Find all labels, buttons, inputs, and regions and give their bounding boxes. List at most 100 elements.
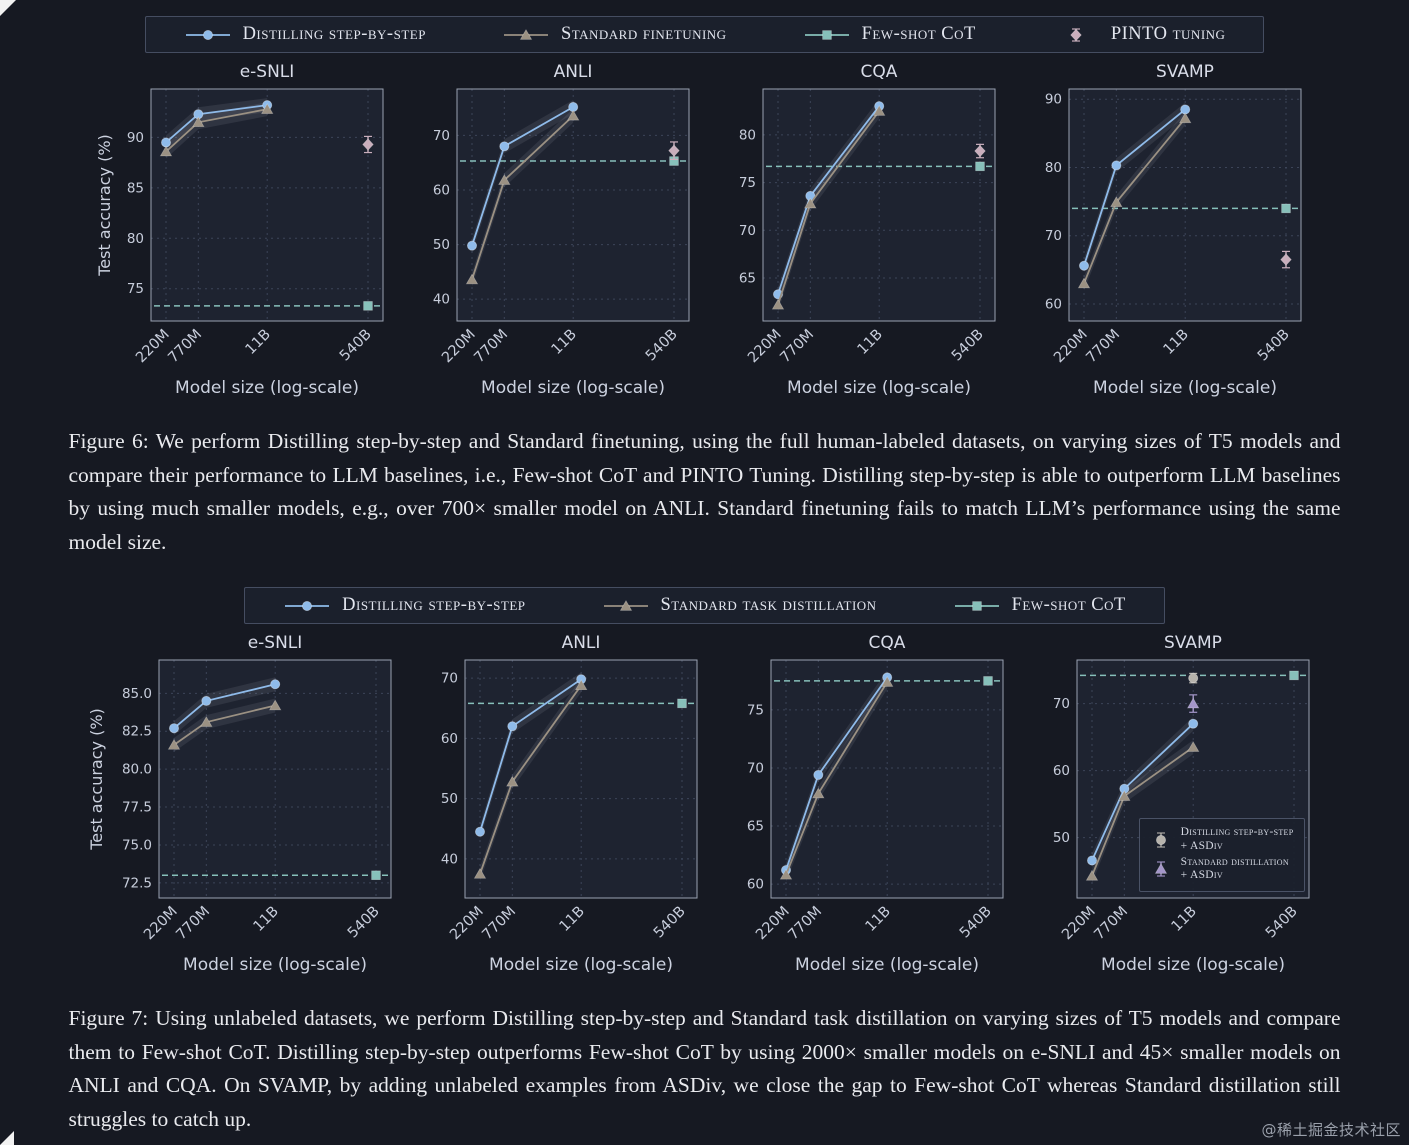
x-axis-label: Model size (log-scale) (489, 955, 673, 975)
inner-legend-label: Distilling step-by-step + ASDiv (1180, 825, 1294, 852)
x-axis-label: Model size (log-scale) (787, 378, 971, 398)
y-tick-label: 75 (746, 703, 763, 719)
chart-title: CQA (868, 633, 905, 653)
data-point-standard-task-distillation (1186, 741, 1199, 753)
legend-label: Few-shot CoT (861, 24, 976, 44)
pinto-tuning-marker-icon (1070, 27, 1082, 42)
y-tick-label: 80.0 (121, 762, 151, 778)
x-tick-label: 770M (785, 904, 825, 944)
data-point-few-shot-cot (362, 301, 373, 311)
x-tick-label: 220M (1059, 904, 1099, 944)
x-tick-label: 770M (471, 327, 511, 367)
chart-title: SVAMP (1156, 62, 1214, 82)
x-tick-label: 11B (1160, 327, 1191, 358)
inner-legend-asdiv: Distilling step-by-step + ASDiv Standard d… (1138, 817, 1305, 893)
y-axis-label: Test accuracy (%) (87, 708, 106, 851)
chart-cqa-figure6: CQA 65 70 75 80 220M 770M 11B 540B Model size (lo… (729, 61, 1009, 409)
data-point-standard-task-distillation (167, 739, 180, 750)
figure7-block: Distilling step-by-step Standard task dis… (0, 587, 1409, 1136)
inner-legend-label: Standard distillation + ASDiv (1180, 855, 1289, 882)
x-axis-label: Model size (log-scale) (795, 955, 979, 975)
x-tick-label: 770M (165, 327, 205, 367)
data-point-standard-finetuning (1109, 196, 1123, 208)
legend-item-standard-task-distillation: Standard task distillation (602, 595, 877, 616)
y-tick-label: 65 (746, 819, 763, 835)
legend-label: Distilling step-by-step (342, 595, 526, 616)
chart-title: e-SNLI (247, 633, 302, 653)
data-point-distilling-step-by-step (474, 826, 485, 837)
chart-anli-figure6: ANLI 40 50 60 70 220M 770M 11B 540B Model size (l… (423, 61, 703, 409)
x-tick-label: 770M (1091, 904, 1131, 944)
legend-label: Standard task distillation (660, 595, 877, 616)
y-tick-label: 80 (738, 127, 755, 143)
y-tick-label: 40 (440, 851, 457, 867)
legend-item-pinto-tuning: PINTO tuning (1052, 24, 1226, 45)
data-point-standard-finetuning (566, 109, 579, 121)
x-tick-label: 540B (642, 327, 680, 365)
y-tick-label: 40 (432, 292, 449, 308)
data-point-pinto-tuning (667, 144, 680, 157)
y-tick-label: 80 (126, 231, 143, 247)
chart-title: CQA (860, 62, 897, 82)
chart-cqa-figure7: CQA 60 65 70 75 220M 770M 11B 540B Model size (lo… (737, 632, 1017, 986)
chart-e-snli-figure6: e-SNLI 75 80 85 90 220M 770M 11B 540B Model size … (95, 61, 397, 409)
x-tick-label: 540B (1254, 327, 1292, 365)
chart-anli-figure7: ANLI 40 50 60 70 220M 770M 11B 540B Model size (l… (431, 632, 711, 986)
x-tick-label: 770M (1083, 327, 1123, 367)
inner-legend-item-distilling-step-by-step: Distilling step-by-step + ASDiv (1148, 826, 1294, 854)
chart-title: ANLI (553, 62, 592, 82)
data-point-distilling-step-by-step (200, 696, 211, 707)
y-tick-label: 60 (1044, 296, 1061, 312)
x-tick-label: 540B (650, 904, 688, 942)
data-point-standard-finetuning (1077, 277, 1090, 289)
x-tick-label: 770M (173, 904, 213, 944)
y-tick-label: 85.0 (121, 686, 151, 702)
x-tick-label: 770M (479, 904, 519, 944)
y-tick-label: 70 (432, 128, 449, 144)
data-point-distilling-step-by-step (506, 721, 517, 732)
chart-title: e-SNLI (239, 62, 294, 82)
data-point-standard-finetuning (497, 174, 511, 185)
chart-svamp-figure6: SVAMP 60 70 80 90 220M 770M 11B 540B Model size (… (1035, 61, 1315, 409)
x-tick-label: 220M (133, 327, 173, 367)
data-point-standard-task-distillation (574, 679, 587, 691)
chart-e-snli-figure7: e-SNLI 72.5 75.0 77.5 80.0 82.5 85.0 220M 770M 11… (87, 632, 405, 986)
y-tick-label: 85 (126, 180, 143, 196)
legend-label: Standard finetuning (560, 24, 727, 44)
few-shot-cot-marker-icon (804, 29, 849, 40)
chart-svamp-figure7: SVAMP 50 60 70 220M 770M 11B 540B Model size (lo… (1043, 632, 1323, 986)
standard-finetuning-marker-icon (503, 28, 548, 40)
y-axis-label: Test accuracy (%) (95, 134, 114, 277)
data-point-standard-task-distillation (473, 868, 486, 879)
corner-fold-decoration (0, 0, 16, 16)
x-axis-label: Model size (log-scale) (175, 378, 359, 398)
y-tick-label: 75.0 (121, 838, 151, 854)
data-point-few-shot-cot (974, 161, 985, 172)
chart-title: ANLI (561, 633, 600, 653)
y-tick-label: 60 (440, 731, 457, 747)
data-point-standard-finetuning (1178, 112, 1191, 124)
data-point-few-shot-cot (982, 676, 993, 686)
y-tick-label: 50 (432, 237, 449, 253)
y-tick-label: 70 (1052, 696, 1069, 712)
data-point-standard-finetuning (771, 298, 784, 310)
x-tick-label: 11B (242, 327, 273, 358)
x-tick-label: 11B (854, 327, 885, 358)
legend-item-few-shot-cot: Few-shot CoT (803, 24, 976, 45)
standard-task-distillation-marker-icon (603, 599, 648, 611)
x-tick-label: 540B (344, 904, 382, 942)
y-tick-label: 82.5 (121, 724, 151, 740)
x-tick-label: 220M (439, 327, 479, 367)
y-tick-label: 90 (126, 130, 143, 146)
data-point-distilling-step-by-step (269, 679, 280, 690)
x-axis-label: Model size (log-scale) (183, 955, 367, 975)
x-tick-label: 540B (956, 904, 994, 942)
x-tick-label: 220M (141, 904, 181, 944)
y-tick-label: 70 (440, 671, 457, 687)
data-point-standard-finetuning (191, 116, 205, 128)
figure6-block: Distilling step-by-step Standard finetuni… (0, 16, 1409, 559)
data-point-standard-distillation-asdiv (1186, 697, 1199, 709)
